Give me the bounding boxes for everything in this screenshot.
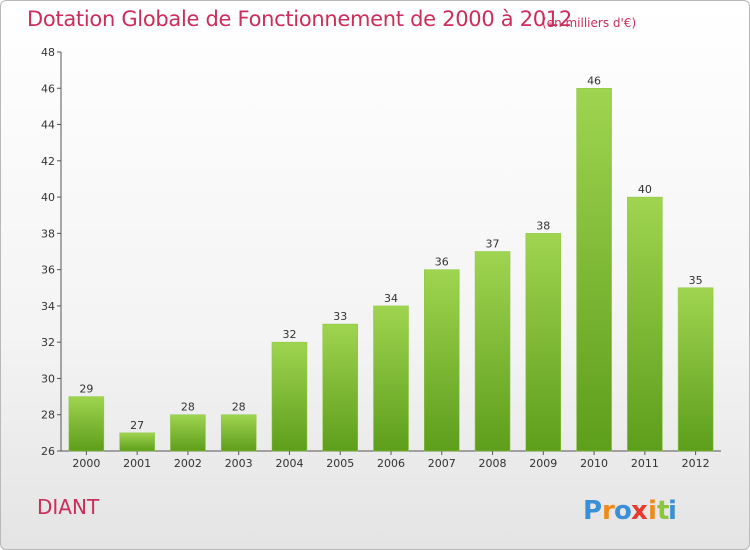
x-tick-label: 2001 [123,457,151,470]
x-tick-label: 2007 [428,457,456,470]
chart-bars: 29 27 28 28 32 33 34 36 37 38 46 40 35 [68,74,714,452]
bar-value-label: 36 [435,256,449,269]
bar-2002 [170,414,206,452]
logo-letter: o [614,496,632,526]
bar-value-label: 29 [79,383,93,396]
y-tick-label: 30 [41,372,55,385]
chart-title: Dotation Globale de Fonctionnement de 20… [27,7,572,31]
bar-value-label: 33 [333,310,347,323]
bar-2009 [525,233,562,452]
y-tick-label: 32 [41,336,55,349]
y-tick-label: 26 [41,445,55,458]
x-tick-label: 2010 [580,457,608,470]
bar-2012 [677,287,714,452]
bar-value-label: 34 [384,292,398,305]
x-tick-label: 2006 [377,457,405,470]
bar-value-label: 28 [232,401,246,414]
x-tick-label: 2004 [275,457,303,470]
bar-value-label: 46 [587,74,601,87]
y-tick-label: 34 [41,300,55,313]
bar-2008 [474,251,511,452]
bar-2000 [68,396,105,452]
x-tick-label: 2000 [72,457,100,470]
logo-letter: t [657,496,669,526]
bar-value-label: 27 [130,419,144,432]
bar-2004 [271,341,308,452]
x-tick-label: 2008 [479,457,507,470]
y-tick-label: 46 [41,82,55,95]
logo-letter: i [668,496,677,526]
commune-name: DIANT [37,495,100,519]
chart-axes: 26 28 30 32 34 36 38 40 42 44 46 48 2000 2001 2002 2003… [41,46,721,470]
x-tick-label: 2002 [174,457,202,470]
y-tick-label: 44 [41,119,55,132]
bar-value-label: 35 [689,274,703,287]
logo-letter: P [583,496,602,526]
y-tick-label: 40 [41,191,55,204]
bar-value-label: 40 [638,183,652,196]
x-tick-label: 2003 [225,457,253,470]
bar-2003 [220,414,257,452]
x-tick-label: 2012 [682,457,710,470]
bar-2011 [627,196,663,452]
bar-2006 [373,305,409,452]
y-tick-label: 38 [41,227,55,240]
x-tick-label: 2009 [529,457,557,470]
x-tick-label: 2005 [326,457,354,470]
logo-letter: r [602,496,615,526]
logo-letter: x [631,496,648,526]
bar-2007 [424,269,460,452]
bar-2010 [576,88,612,452]
bar-value-label: 32 [282,328,296,341]
chart-subtitle: (en milliers d'€) [542,16,637,30]
y-tick-label: 28 [41,409,55,422]
bar-value-label: 28 [181,401,195,414]
bar-2005 [322,323,358,452]
logo-letter: i [648,496,657,526]
bar-value-label: 37 [486,238,500,251]
y-tick-label: 36 [41,264,55,277]
y-tick-label: 48 [41,46,55,59]
y-tick-label: 42 [41,155,55,168]
bar-value-label: 38 [536,219,550,232]
x-tick-label: 2011 [631,457,659,470]
bar-2001 [119,432,155,452]
